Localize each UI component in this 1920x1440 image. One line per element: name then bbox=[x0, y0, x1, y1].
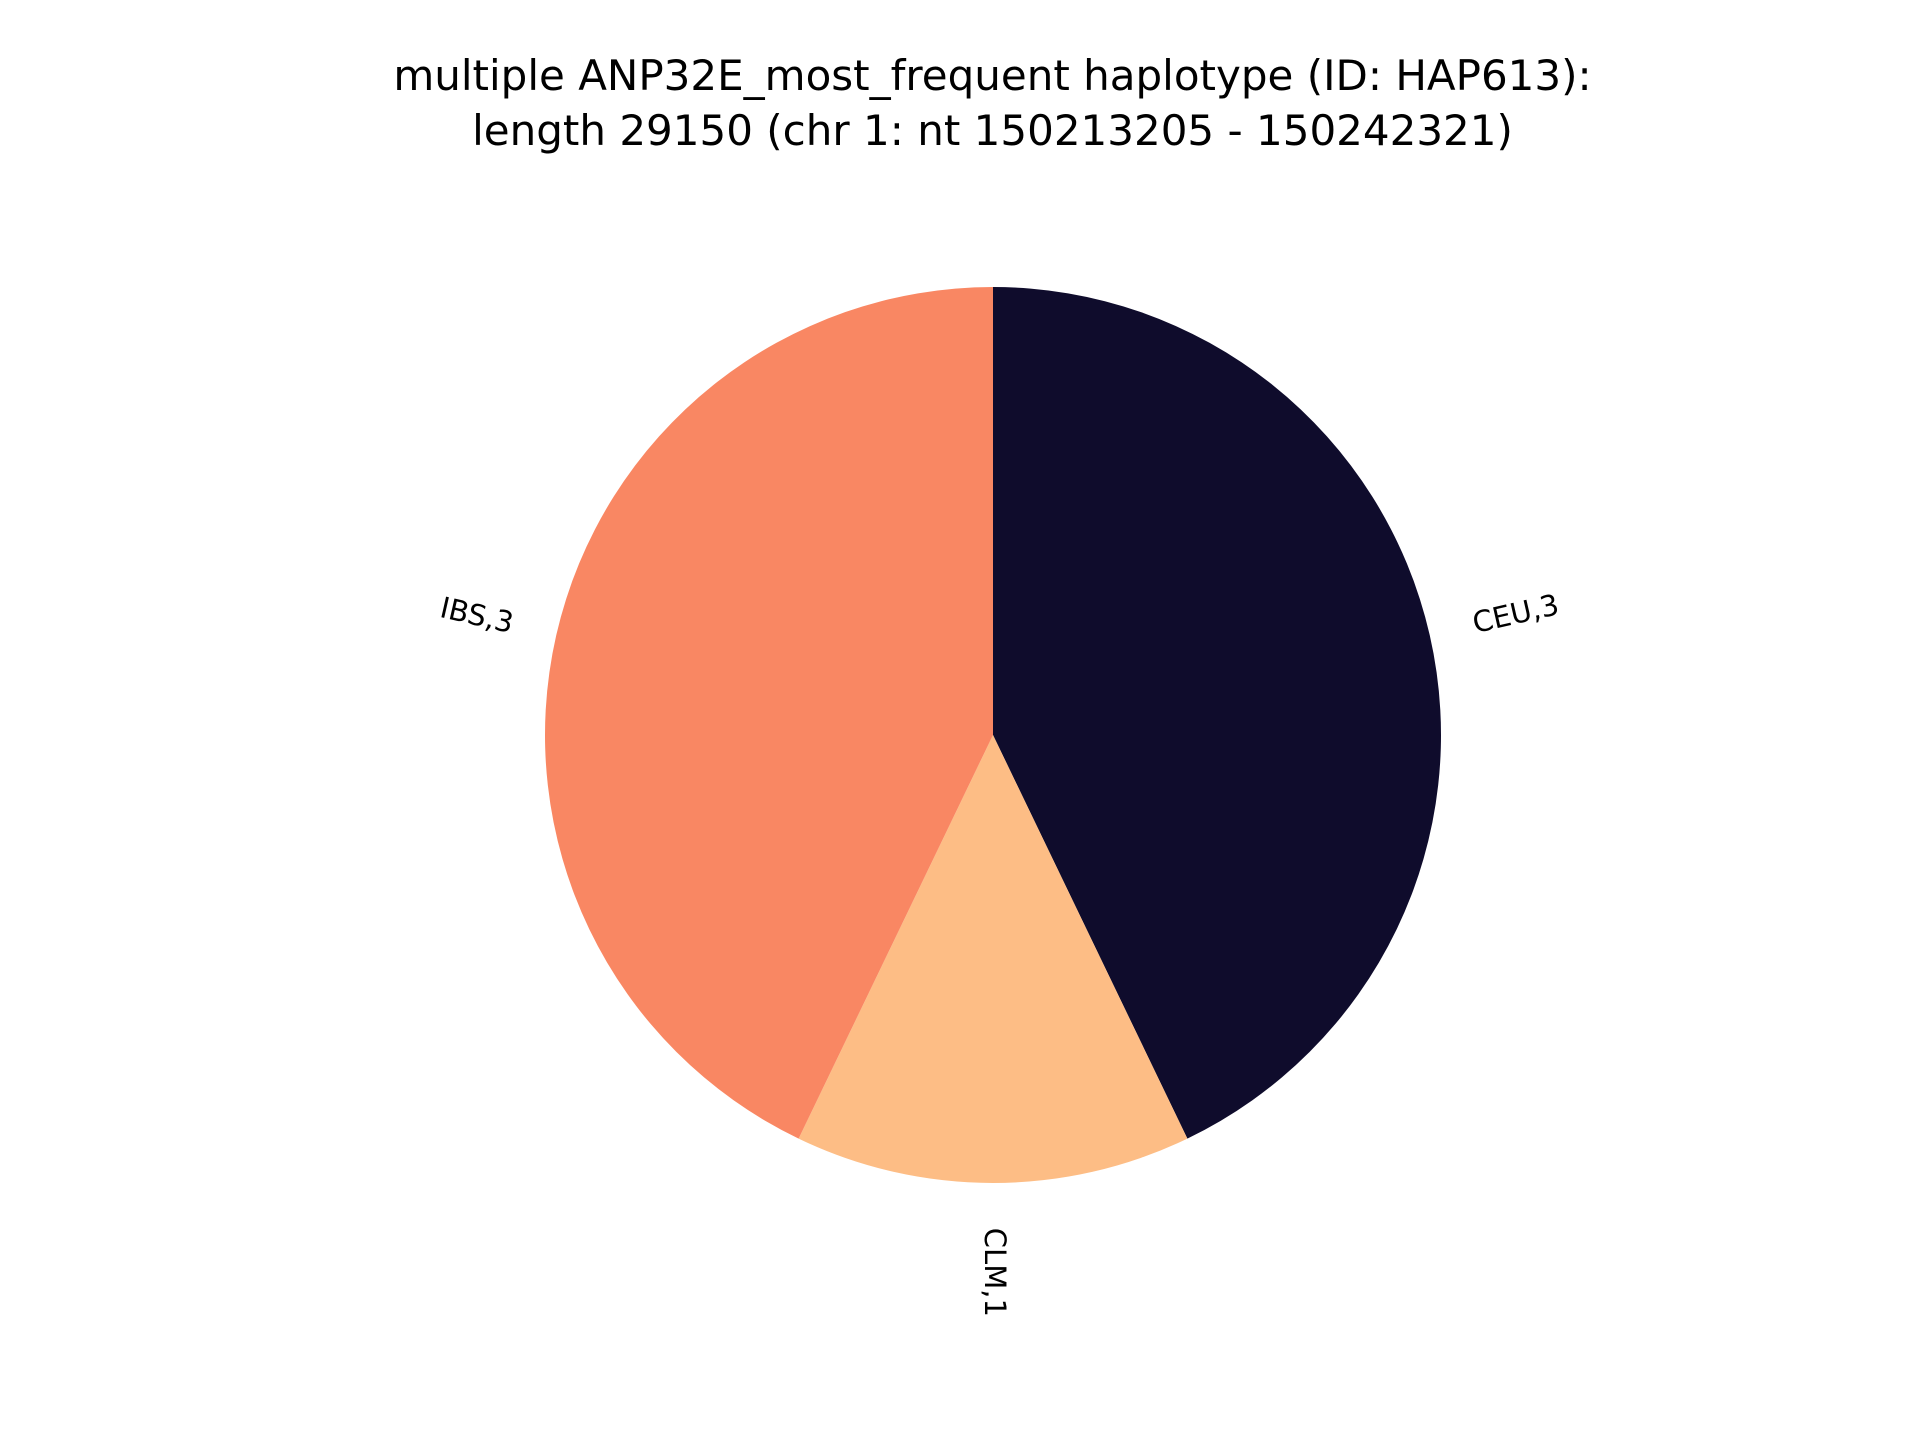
pie-slice-ceu-3 bbox=[993, 287, 1442, 1139]
chart-title: multiple ANP32E_most_frequent haplotype … bbox=[0, 48, 1920, 158]
chart-title-line-1: multiple ANP32E_most_frequent haplotype … bbox=[393, 51, 1592, 100]
pie-label-ceu-3: CEU,3 bbox=[1469, 587, 1562, 640]
pie-label-clm-1: CLM,1 bbox=[978, 1228, 1012, 1317]
pie-slice-clm-1 bbox=[798, 735, 1188, 1183]
chart-title-line-2: length 29150 (chr 1: nt 150213205 - 1502… bbox=[472, 106, 1513, 155]
pie-slices bbox=[544, 287, 1442, 1183]
pie-label-ibs-3: IBS,3 bbox=[437, 590, 517, 640]
pie-slice-ibs-3 bbox=[544, 287, 993, 1139]
